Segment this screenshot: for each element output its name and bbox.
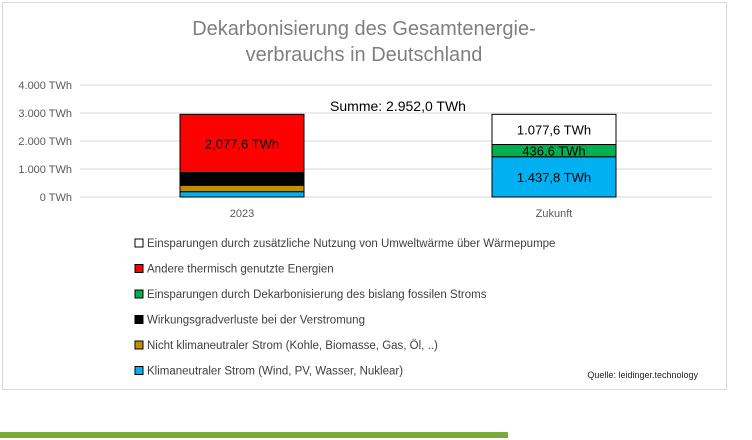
legend-item-label: Einsparungen durch zusätzliche Nutzung v…	[147, 238, 555, 250]
y-tick-label: 2.000 TWh	[18, 136, 72, 148]
legend-item-label: Nicht klimaneutraler Strom (Kohle, Bioma…	[147, 340, 438, 352]
legend-swatch	[134, 315, 144, 324]
chart-title-line-2: verbrauchs in Deutschland	[246, 44, 483, 66]
bar-segment	[491, 113, 617, 146]
sum-label: Summe: 2.952,0 TWh	[330, 98, 466, 114]
bar-segment	[179, 113, 305, 173]
legend-item-label: Klimaneutraler Strom (Wind, PV, Wasser, …	[147, 366, 403, 378]
bottom-accent-bar	[0, 432, 508, 438]
y-tick-label: 4.000 TWh	[18, 80, 72, 92]
category-label: Zukunft	[536, 208, 573, 220]
category-label: 2023	[230, 208, 254, 220]
legend-item-label: Wirkungsgradverluste bei der Verstromung	[147, 315, 365, 327]
data-label: 1.077,6 TWh	[517, 122, 591, 137]
legend-swatch	[134, 289, 144, 299]
data-label: 1.437,8 TWh	[517, 170, 591, 185]
legend-swatch	[134, 264, 144, 273]
bar-segment	[179, 172, 305, 186]
data-label: 436,6 TWh	[522, 144, 585, 159]
chart-title-line-1: Dekarbonisierung des Gesamtenergie-	[192, 18, 536, 40]
legend-swatch	[134, 238, 144, 248]
bar-segment	[179, 184, 305, 193]
legend-swatch	[134, 366, 144, 375]
source-label: Quelle: leidinger.technology	[587, 370, 698, 380]
y-tick-label: 3.000 TWh	[18, 108, 72, 120]
y-tick-label: 1.000 TWh	[18, 164, 72, 176]
data-label: 2,077,6 TWh	[205, 136, 279, 151]
y-tick-label: 0 TWh	[40, 192, 72, 204]
legend-item-label: Andere thermisch genutzte Energien	[147, 264, 334, 276]
legend-swatch	[134, 340, 144, 350]
legend-item-label: Einsparungen durch Dekarbonisierung des …	[147, 289, 487, 301]
bar-segment	[179, 191, 305, 198]
